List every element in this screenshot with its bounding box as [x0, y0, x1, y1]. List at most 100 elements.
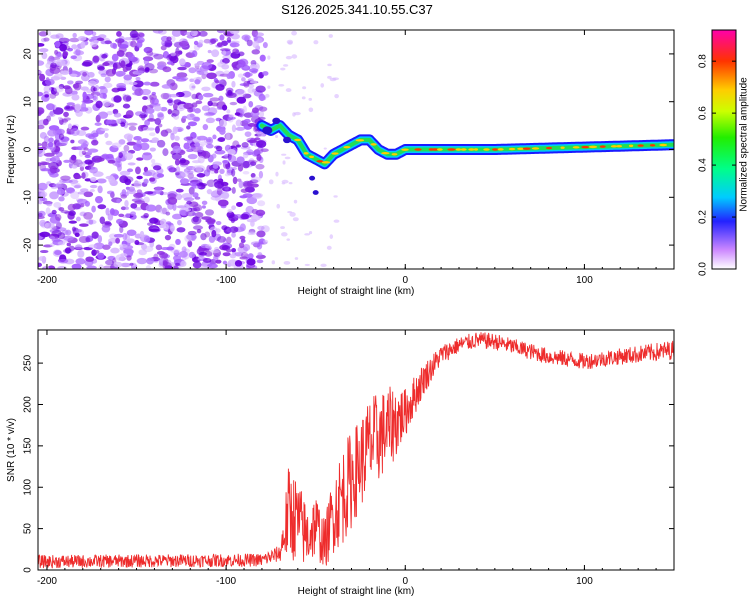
- ridge-hotspot: [599, 145, 606, 148]
- noise-blob: [222, 159, 230, 163]
- colorbar-tick-label: 0.4: [698, 158, 709, 172]
- noise-blob: [179, 158, 186, 164]
- noise-blob: [70, 139, 75, 144]
- noise-blob: [291, 54, 298, 59]
- ridge-hotspot: [659, 143, 668, 147]
- noise-blob: [97, 252, 105, 260]
- noise-blob: [251, 107, 259, 114]
- noise-blob: [217, 137, 226, 142]
- noise-blob: [202, 92, 214, 98]
- noise-blob: [81, 99, 93, 104]
- noise-blob: [129, 262, 134, 266]
- y-tick-label: 20: [23, 48, 34, 60]
- noise-blob: [143, 57, 150, 66]
- noise-blob: [79, 163, 86, 168]
- noise-blob: [165, 211, 171, 216]
- noise-blob: [257, 200, 266, 207]
- noise-blob: [242, 93, 252, 99]
- noise-blob: [285, 88, 292, 93]
- noise-blob: [98, 34, 107, 39]
- noise-blob: [151, 158, 156, 164]
- noise-blob: [218, 95, 224, 102]
- noise-blob: [77, 36, 87, 42]
- noise-blob: [99, 216, 106, 225]
- noise-blob: [142, 126, 150, 132]
- noise-blob: [192, 192, 199, 198]
- noise-blob: [170, 249, 181, 254]
- noise-blob: [49, 147, 56, 151]
- noise-blob: [196, 135, 208, 141]
- noise-blob: [41, 141, 48, 149]
- noise-blob: [187, 230, 197, 236]
- noise-blob: [49, 191, 59, 200]
- noise-blob: [185, 210, 196, 217]
- snr-frame: [37, 329, 675, 571]
- noise-blob: [207, 100, 213, 107]
- ridge-hotspot: [294, 138, 302, 142]
- noise-blob: [188, 251, 195, 259]
- noise-blob: [209, 97, 220, 102]
- noise-blob: [58, 258, 69, 264]
- noise-blob: [291, 30, 297, 36]
- noise-blob: [186, 125, 191, 130]
- noise-blob: [196, 173, 206, 178]
- noise-blob: [128, 81, 138, 86]
- noise-blob: [38, 147, 43, 155]
- noise-blob: [302, 86, 307, 90]
- noise-blob: [188, 182, 199, 187]
- noise-blob: [97, 185, 103, 194]
- noise-blob: [246, 258, 256, 266]
- ridge-hotspot: [483, 148, 490, 151]
- noise-blob: [101, 153, 109, 159]
- noise-blob: [275, 171, 279, 177]
- noise-blob: [214, 180, 225, 189]
- noise-blob: [281, 179, 289, 184]
- noise-blob: [220, 48, 231, 52]
- noise-blob: [145, 107, 155, 114]
- noise-blob: [65, 105, 71, 110]
- noise-blob: [38, 48, 49, 53]
- y-tick-label: 0: [23, 567, 34, 573]
- noise-blob: [192, 216, 199, 223]
- noise-blob: [179, 209, 187, 216]
- x-tick-label: 100: [576, 576, 593, 587]
- noise-blob: [124, 37, 133, 41]
- noise-blob: [79, 223, 89, 227]
- noise-blob: [333, 195, 338, 198]
- noise-blob: [70, 191, 80, 200]
- noise-blob: [284, 156, 291, 160]
- noise-blob: [240, 213, 250, 220]
- noise-blob: [144, 191, 154, 195]
- noise-blob: [124, 152, 134, 161]
- noise-blob: [236, 89, 246, 98]
- noise-blob: [71, 90, 78, 96]
- noise-blob: [186, 233, 197, 241]
- noise-blob: [280, 226, 285, 230]
- noise-blob: [72, 32, 77, 38]
- noise-blob: [242, 243, 251, 252]
- noise-blob: [206, 72, 217, 80]
- y-tick-label: 100: [23, 478, 34, 495]
- noise-blob: [174, 135, 180, 141]
- noise-blob: [84, 151, 93, 155]
- noise-blob: [249, 80, 258, 84]
- noise-blob: [205, 143, 214, 149]
- noise-blob: [216, 30, 225, 34]
- noise-blob: [145, 204, 157, 212]
- noise-blob: [326, 245, 332, 250]
- noise-blob: [281, 153, 287, 156]
- noise-blob: [234, 112, 241, 116]
- noise-blob: [258, 106, 268, 112]
- noise-blob: [143, 235, 151, 243]
- noise-blob: [262, 239, 269, 244]
- noise-blob: [53, 73, 63, 80]
- y-tick-label: 150: [23, 437, 34, 454]
- noise-blob: [75, 80, 84, 85]
- noise-blob: [82, 71, 87, 77]
- noise-blob: [189, 83, 196, 91]
- noise-blob: [217, 199, 229, 207]
- noise-blob: [97, 66, 105, 71]
- noise-blob: [197, 178, 203, 184]
- noise-blob: [238, 180, 244, 189]
- noise-blob: [123, 144, 130, 152]
